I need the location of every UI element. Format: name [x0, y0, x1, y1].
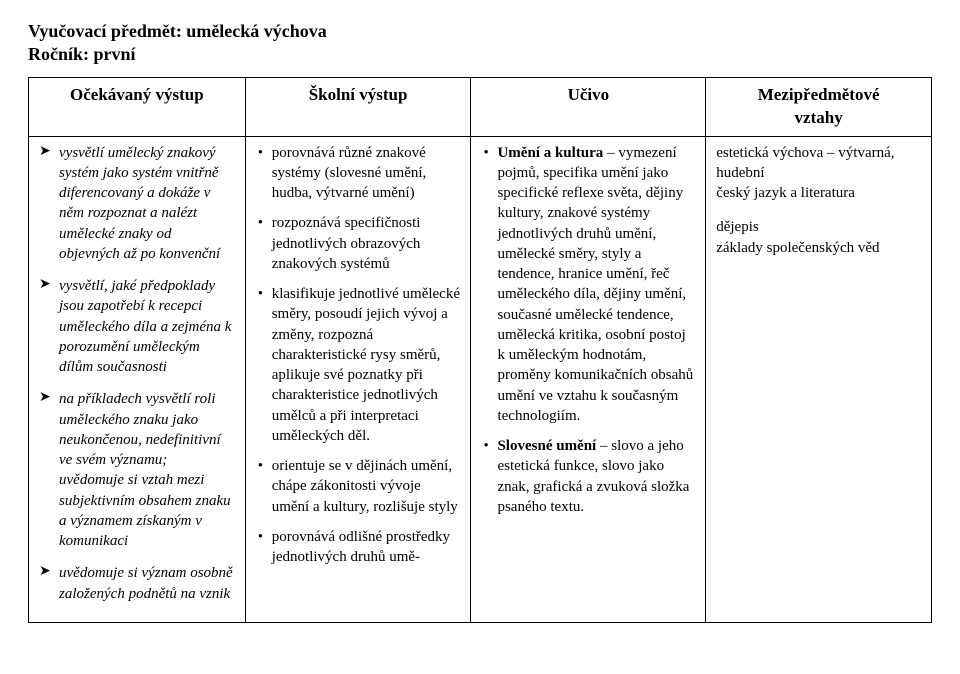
list-item: porovnává odlišné prostředky jednotlivýc…	[256, 527, 461, 568]
list-item: porovnává různé znakové systémy (slovesn…	[256, 143, 461, 204]
header-expected-output: Očekávaný výstup	[29, 77, 246, 136]
cell-school-output: porovnává různé znakové systémy (slovesn…	[245, 136, 471, 622]
list-item: uvědomuje si význam osobně založených po…	[39, 563, 235, 604]
cell-expected-output: vysvětlí umělecký znakový systém jako sy…	[29, 136, 246, 622]
cross-subject-item: český jazyk a literatura	[716, 183, 921, 203]
list-item: rozpoznává specifičnosti jednotlivých ob…	[256, 213, 461, 274]
table-header-row: Očekávaný výstup Školní výstup Učivo Mez…	[29, 77, 932, 136]
list-item: na příkladech vysvětlí roli uměleckého z…	[39, 389, 235, 551]
table-row: vysvětlí umělecký znakový systém jako sy…	[29, 136, 932, 622]
page-title-line2: Ročník: první	[28, 43, 932, 66]
curriculum-table: Očekávaný výstup Školní výstup Učivo Mez…	[28, 77, 932, 623]
curriculum-lead: Umění a kultura	[497, 145, 603, 161]
list-item: klasifikuje jednotlivé umělecké směry, p…	[256, 284, 461, 446]
header-cross-subject-l1: Mezipředmětové	[758, 85, 880, 104]
header-school-output: Školní výstup	[245, 77, 471, 136]
expected-output-list: vysvětlí umělecký znakový systém jako sy…	[39, 143, 235, 604]
header-cross-subject-l2: vztahy	[795, 108, 843, 127]
list-item: orientuje se v dějinách umění, chápe zák…	[256, 456, 461, 517]
list-item: vysvětlí, jaké předpoklady jsou zapotřeb…	[39, 276, 235, 377]
header-curriculum: Učivo	[471, 77, 706, 136]
cell-cross-subject: estetická výchova – výtvarná, hudební če…	[706, 136, 932, 622]
header-cross-subject: Mezipředmětové vztahy	[706, 77, 932, 136]
curriculum-list: Umění a kultura – vymezení pojmů, specif…	[481, 143, 695, 518]
page-title-line1: Vyučovací předmět: umělecká výchova	[28, 20, 932, 43]
curriculum-lead: Slovesné umění	[497, 438, 596, 454]
list-item: Umění a kultura – vymezení pojmů, specif…	[481, 143, 695, 427]
cross-subject-item: základy společenských věd	[716, 238, 921, 258]
school-output-list: porovnává různé znakové systémy (slovesn…	[256, 143, 461, 568]
cell-curriculum: Umění a kultura – vymezení pojmů, specif…	[471, 136, 706, 622]
cross-subject-item: dějepis	[716, 217, 921, 237]
list-item: Slovesné umění – slovo a jeho estetická …	[481, 436, 695, 517]
cross-subject-item: estetická výchova – výtvarná, hudební	[716, 143, 921, 184]
curriculum-rest: – vymezení pojmů, specifika umění jako s…	[497, 145, 693, 424]
list-item: vysvětlí umělecký znakový systém jako sy…	[39, 143, 235, 265]
